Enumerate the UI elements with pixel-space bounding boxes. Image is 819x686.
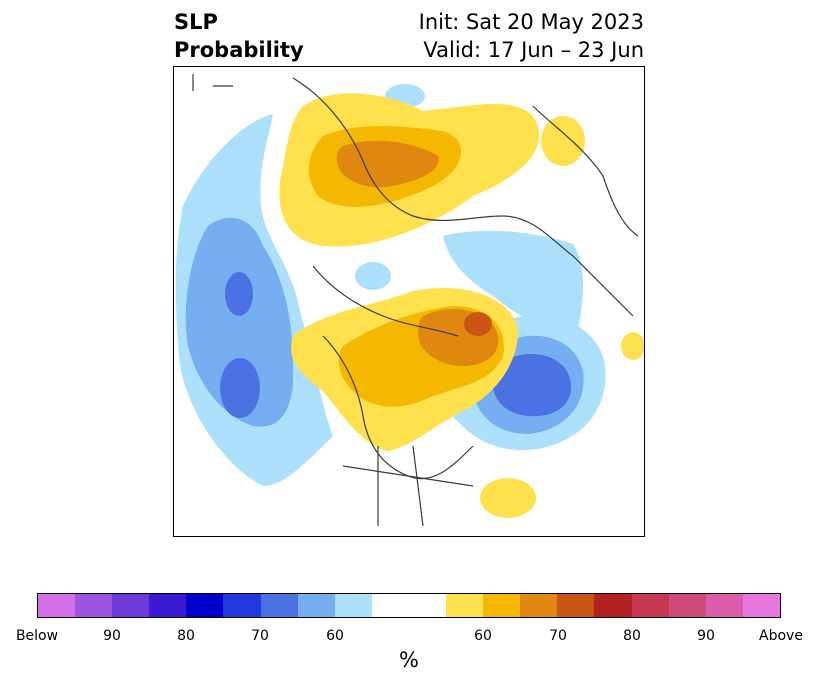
colorbar-below-segment	[334, 594, 372, 617]
colorbar-below-segment	[223, 594, 261, 617]
colorbar-above-segment	[446, 594, 484, 617]
colorbar-tick-label: 80	[623, 628, 641, 644]
colorbar-tick-label: Above	[759, 628, 803, 644]
above-normal-shading	[279, 93, 645, 518]
title-dates: Init: Sat 20 May 2023 Valid: 17 Jun – 23…	[419, 8, 644, 64]
colorbar-tick-label: 70	[549, 628, 567, 644]
colorbar-tick-label: 70	[251, 628, 269, 644]
colorbar-tick-label: 90	[103, 628, 121, 644]
colorbar-unit-label: %	[399, 648, 419, 672]
colorbar-above-segment	[483, 594, 521, 617]
colorbar-above-segment	[520, 594, 558, 617]
colorbar-below-segment	[112, 594, 150, 617]
title-variable: SLP Probability	[174, 8, 304, 64]
colorbar-neutral-segment	[371, 594, 447, 617]
colorbar-below-segment	[149, 594, 187, 617]
title-line-slp: SLP	[174, 10, 218, 34]
title-line-probability: Probability	[174, 38, 304, 62]
colorbar-below-segment	[75, 594, 113, 617]
coastlines	[192, 74, 639, 527]
probability-map	[173, 66, 645, 537]
colorbar-tick-label: 60	[326, 628, 344, 644]
colorbar-below-segment	[38, 594, 76, 617]
colorbar	[37, 593, 781, 618]
colorbar-above-segment	[705, 594, 743, 617]
colorbar-below-segment	[297, 594, 335, 617]
colorbar-below-segment	[260, 594, 298, 617]
init-date-label: Init: Sat 20 May 2023	[418, 10, 644, 34]
below-normal-shading	[175, 84, 606, 486]
colorbar-above-segment	[742, 594, 780, 617]
colorbar-above-segment	[668, 594, 706, 617]
colorbar-tick-label: 60	[474, 628, 492, 644]
valid-date-label: Valid: 17 Jun – 23 Jun	[423, 38, 644, 62]
colorbar-tick-label: 90	[697, 628, 715, 644]
colorbar-tick-label: 80	[177, 628, 195, 644]
colorbar-tick-label: Below	[15, 628, 59, 644]
colorbar-above-segment	[631, 594, 669, 617]
colorbar-below-segment	[186, 594, 224, 617]
colorbar-above-segment	[594, 594, 632, 617]
colorbar-above-segment	[557, 594, 595, 617]
